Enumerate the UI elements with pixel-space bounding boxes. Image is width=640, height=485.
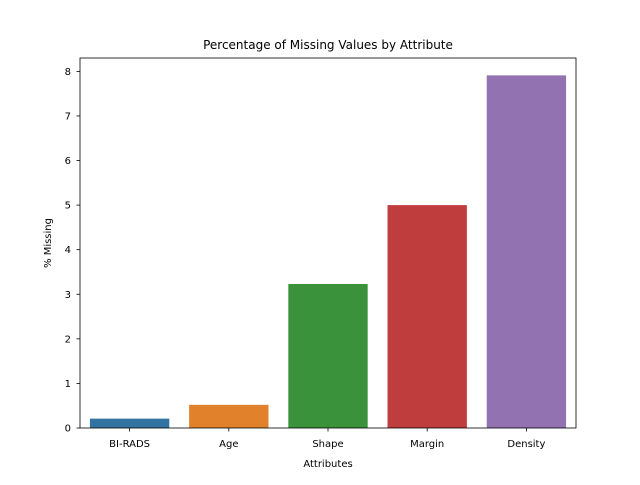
y-tick-label: 2 bbox=[65, 334, 71, 345]
x-tick-label: Density bbox=[507, 439, 545, 450]
y-axis-label: % Missing bbox=[43, 218, 54, 268]
bar-age bbox=[189, 404, 269, 428]
bar-bi-rads bbox=[89, 418, 170, 428]
x-tick-label: Margin bbox=[410, 439, 444, 450]
x-tick-label: Age bbox=[219, 439, 238, 450]
y-tick-label: 3 bbox=[65, 290, 71, 301]
bars-layer bbox=[89, 75, 567, 428]
y-tick-label: 0 bbox=[65, 424, 71, 435]
x-axis-label: Attributes bbox=[303, 459, 352, 470]
y-tick-label: 6 bbox=[65, 156, 71, 167]
ticks-layer: BI-RADS Age Shape Margin Density 0 1 2 3 4 5 6 7 8 bbox=[65, 67, 546, 450]
bar-density bbox=[486, 75, 567, 428]
y-tick-label: 5 bbox=[65, 201, 71, 212]
bar-margin bbox=[387, 205, 467, 428]
y-tick-label: 8 bbox=[65, 67, 71, 78]
x-tick-label: BI-RADS bbox=[109, 439, 150, 450]
x-tick-label: Shape bbox=[312, 439, 343, 450]
y-tick-label: 4 bbox=[65, 245, 71, 256]
chart-title: Percentage of Missing Values by Attribut… bbox=[203, 38, 453, 52]
y-tick-label: 1 bbox=[65, 379, 71, 390]
plot-frame bbox=[79, 57, 577, 429]
bar-shape bbox=[288, 284, 368, 428]
y-tick-label: 7 bbox=[65, 111, 71, 122]
